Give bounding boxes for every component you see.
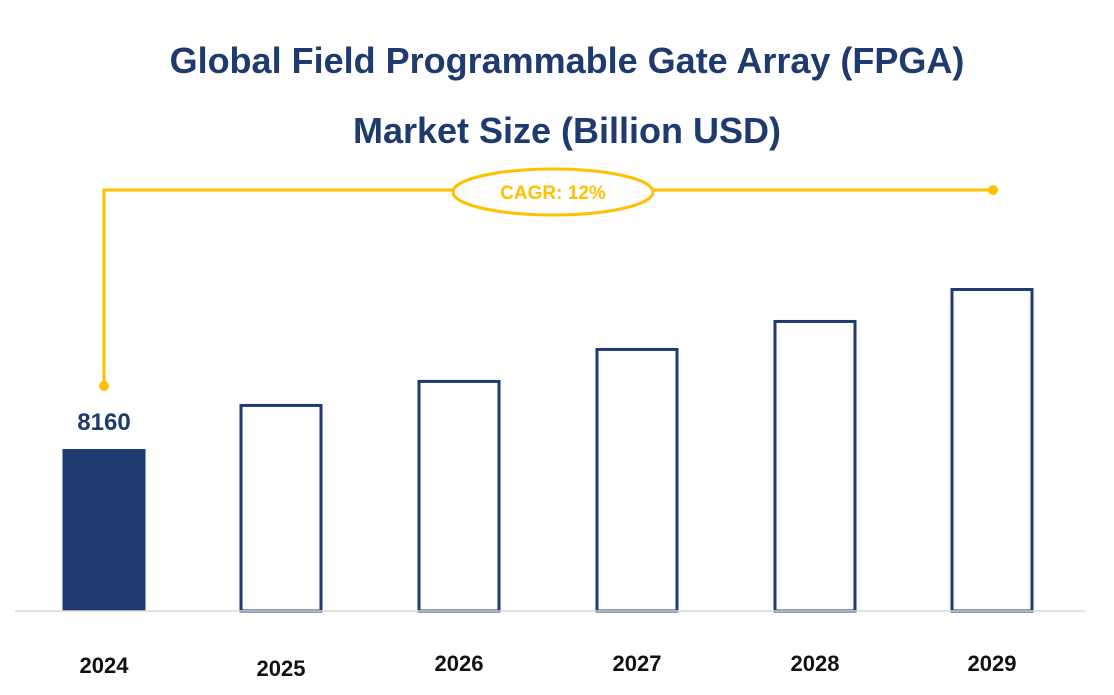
cagr-label: CAGR: 12% — [500, 183, 606, 204]
cagr-annotation: CAGR: 12% — [99, 167, 998, 391]
bar-2025 — [239, 403, 323, 613]
x-tick-label-2025: 2025 — [257, 656, 306, 681]
chart-subtitle: Market Size (Billion USD) — [353, 110, 781, 151]
bar-2024 — [62, 449, 146, 611]
cagr-start-dot — [99, 381, 109, 391]
x-tick-label-2029: 2029 — [968, 651, 1017, 676]
x-tick-label-2028: 2028 — [791, 651, 840, 676]
bar-2026 — [417, 379, 501, 613]
x-tick-label-2026: 2026 — [435, 651, 484, 676]
bar-2028 — [773, 319, 857, 613]
bar-2027 — [595, 347, 679, 613]
cagr-connector-line — [102, 188, 455, 386]
x-tick-label-2024: 2024 — [80, 653, 130, 678]
bar-2029 — [950, 287, 1034, 613]
chart-title: Global Field Programmable Gate Array (FP… — [170, 40, 965, 81]
x-tick-label-2027: 2027 — [613, 651, 662, 676]
cagr-end-dot — [988, 185, 998, 195]
data-label-2024: 8160 — [77, 409, 130, 436]
cagr-ellipse — [451, 167, 655, 217]
